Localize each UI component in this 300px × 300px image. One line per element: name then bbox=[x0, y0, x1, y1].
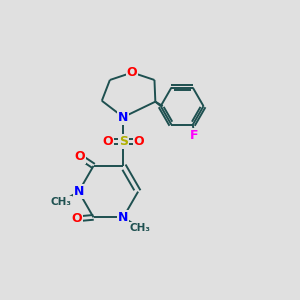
Text: O: O bbox=[72, 212, 83, 225]
Text: S: S bbox=[119, 135, 128, 148]
Text: N: N bbox=[118, 111, 128, 124]
Text: N: N bbox=[74, 185, 84, 198]
Text: F: F bbox=[190, 129, 199, 142]
Text: N: N bbox=[118, 211, 128, 224]
Text: CH₃: CH₃ bbox=[130, 223, 151, 233]
Text: O: O bbox=[103, 135, 113, 148]
Text: O: O bbox=[75, 151, 86, 164]
Text: O: O bbox=[134, 135, 144, 148]
Text: O: O bbox=[127, 66, 137, 79]
Text: CH₃: CH₃ bbox=[50, 197, 71, 207]
